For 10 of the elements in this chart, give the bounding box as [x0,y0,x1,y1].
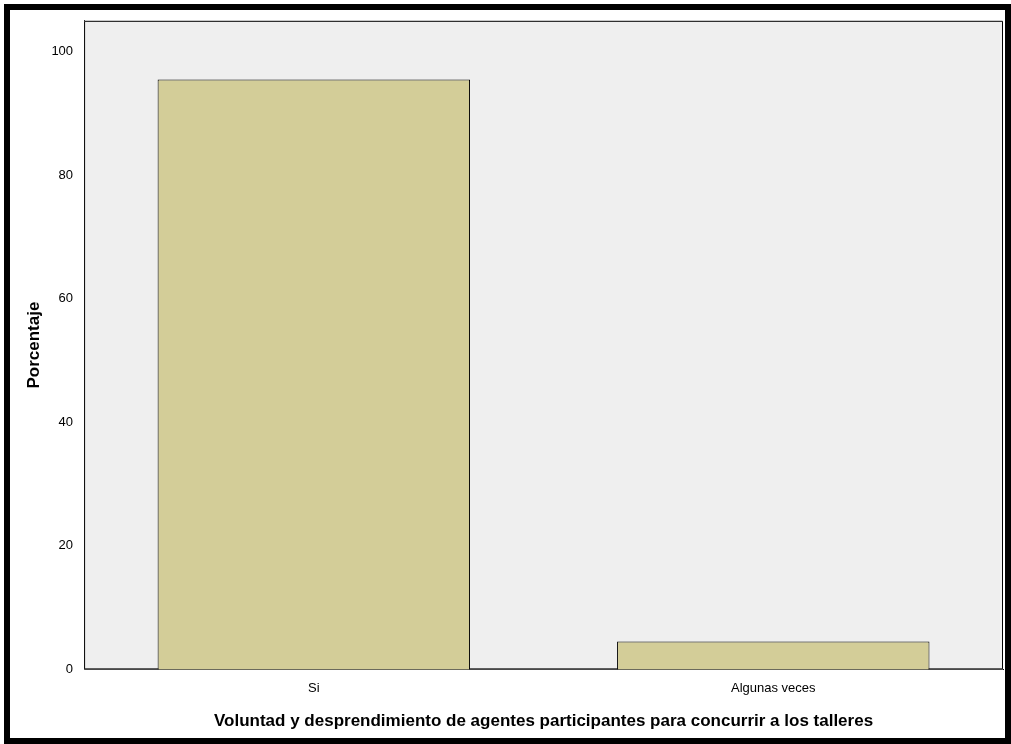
x-tick-label: Algunas veces [730,679,817,695]
y-tick-label: 60 [58,290,74,306]
y-tick-label: 0 [65,660,74,676]
y-tick-label: 100 [51,43,74,59]
x-tick-label: Si [308,679,320,695]
y-tick-label: 20 [58,537,74,553]
y-tick-label: 80 [58,166,74,182]
y-axis-title: Porcentaje [23,301,43,389]
y-tick-label: 40 [58,413,74,429]
x-axis-title: Voluntad y desprendimiento de agentes participantes para concurrir a los talleres [213,711,874,731]
